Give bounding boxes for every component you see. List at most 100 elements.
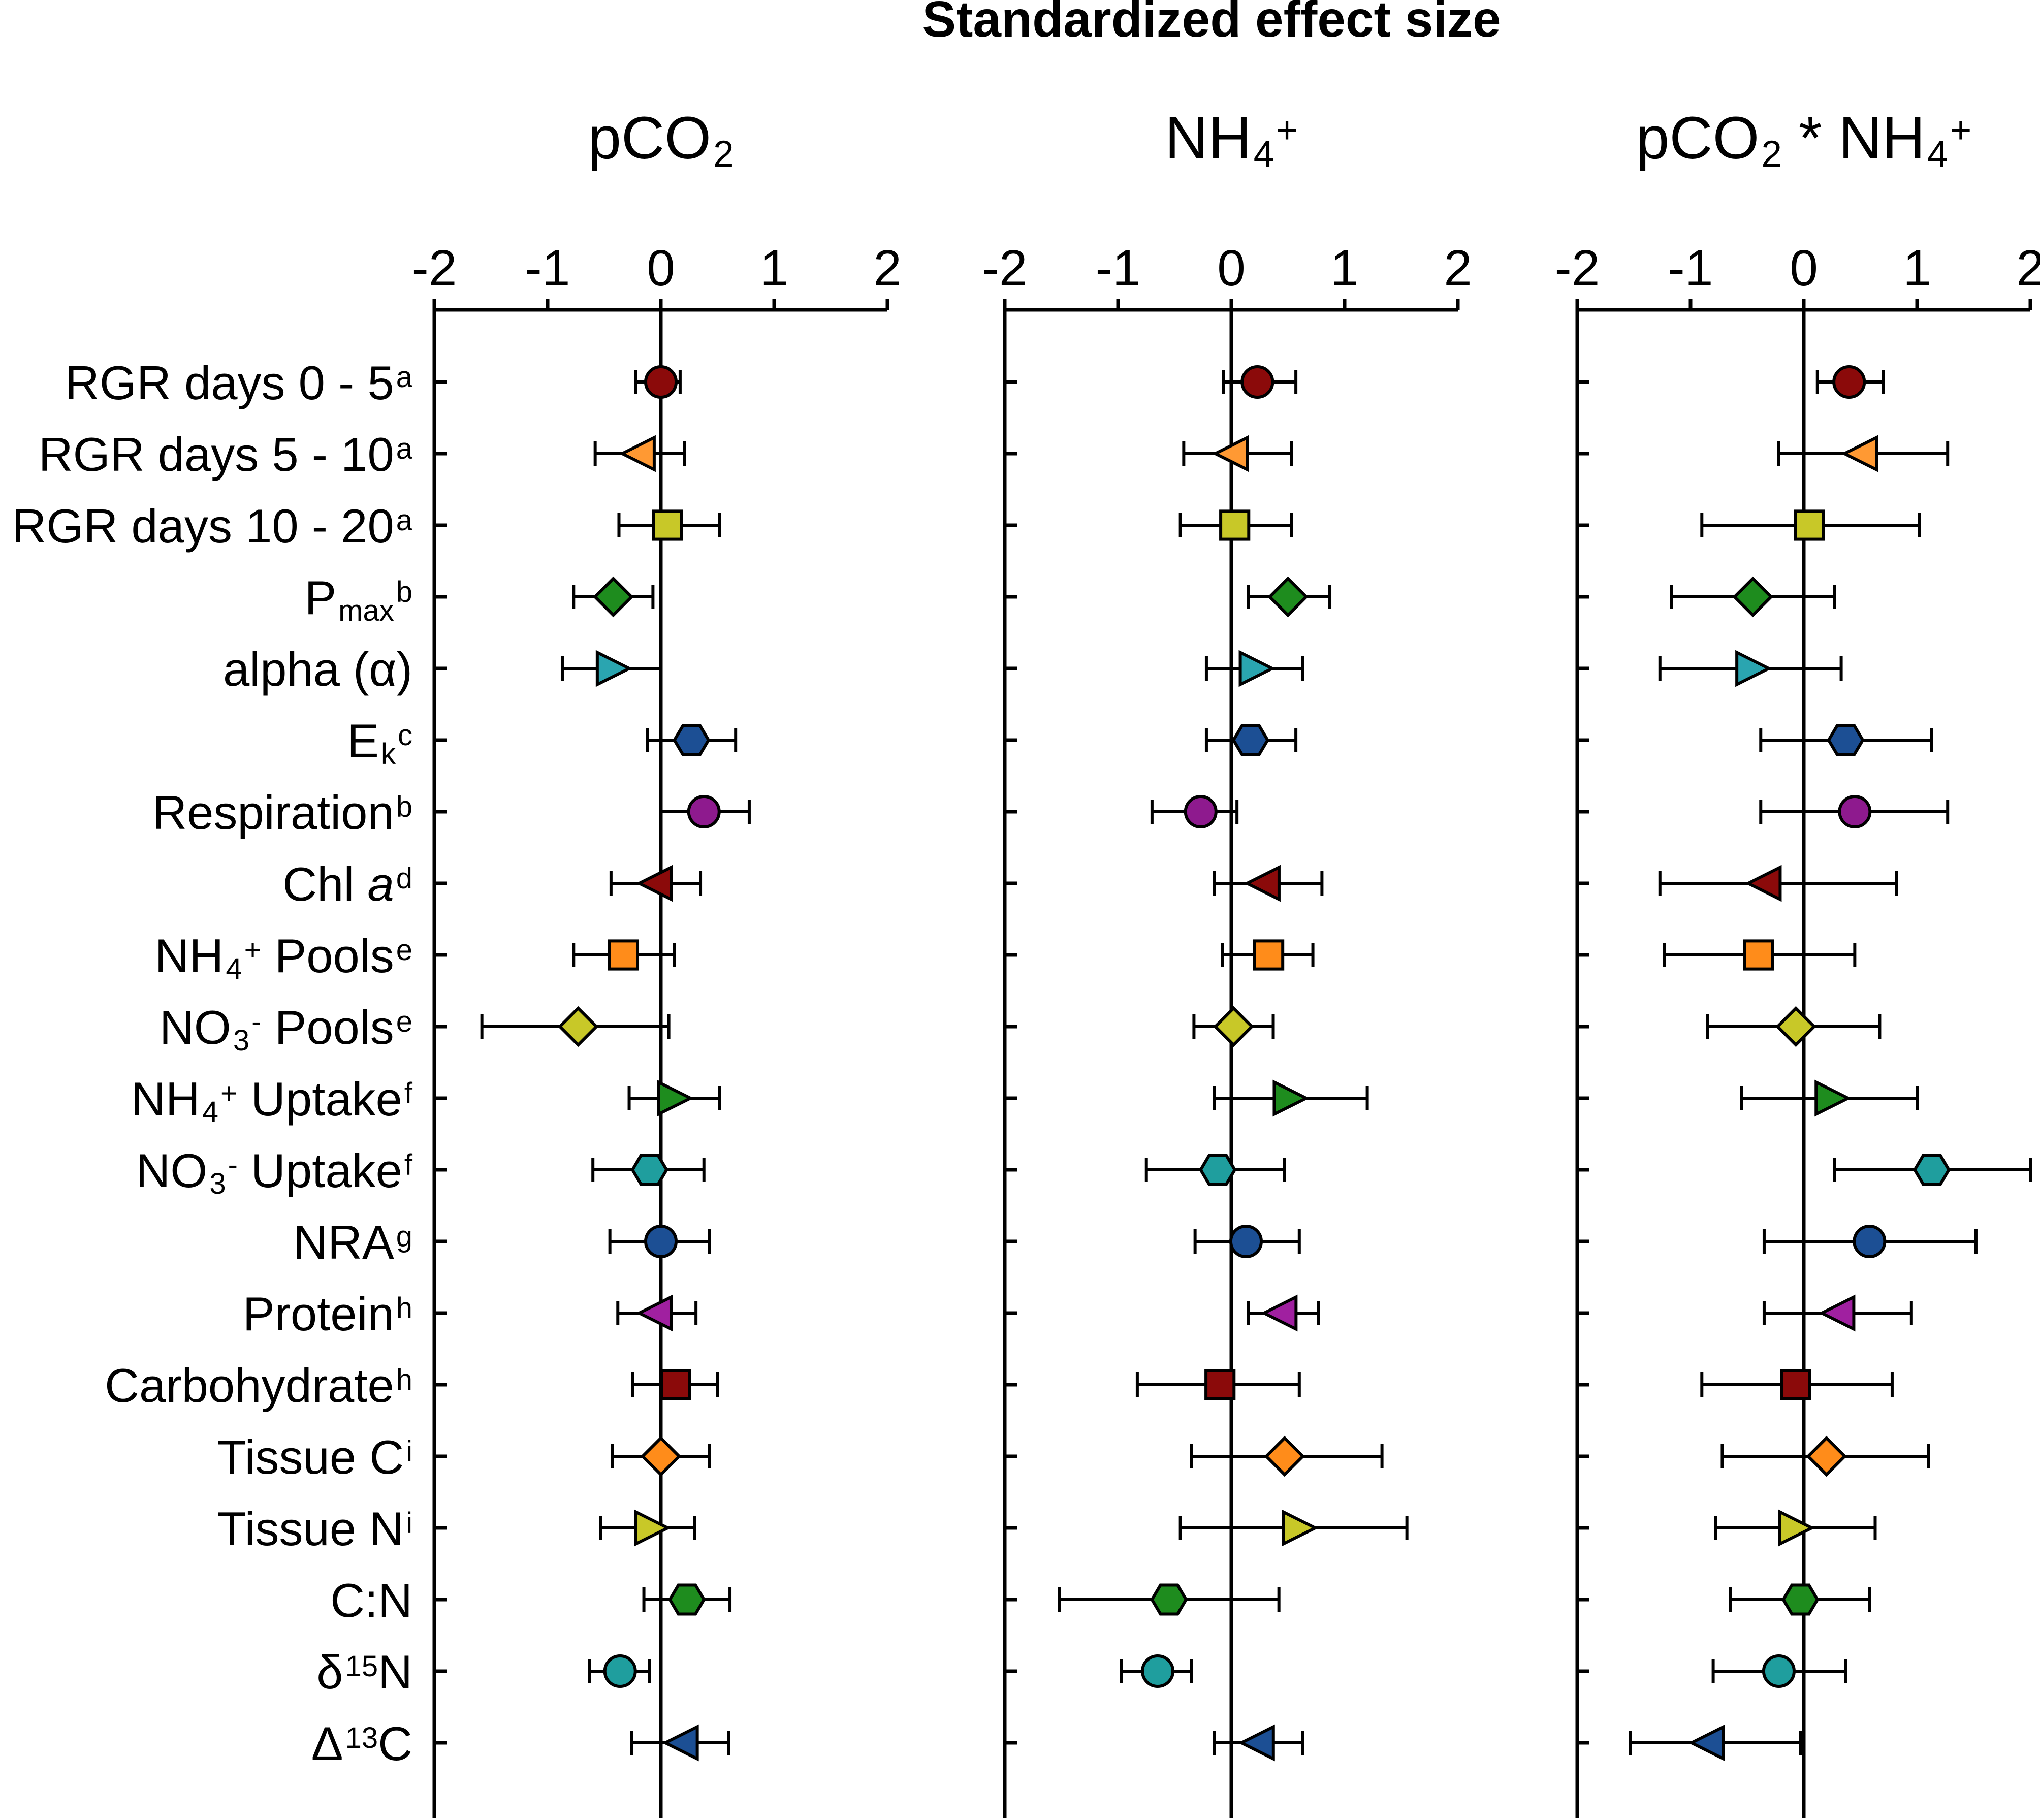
x-tick-label: 2 <box>1444 240 1472 297</box>
effect-point-marker <box>1141 1654 1175 1688</box>
text-part: i <box>406 1507 412 1540</box>
effect-point-marker <box>1744 865 1782 902</box>
effect-row <box>1204 724 1298 756</box>
effect-row <box>1222 365 1298 399</box>
row-label: Respirationb <box>152 786 412 839</box>
effect-row <box>611 1435 711 1477</box>
effect-row <box>1759 724 1933 756</box>
row-label: alpha (α) <box>223 643 412 696</box>
x-tick-label: 1 <box>760 240 788 297</box>
effect-point-marker <box>1818 1294 1856 1332</box>
text-part: E <box>347 714 379 768</box>
effect-point-marker <box>652 509 683 541</box>
text-part: b <box>396 790 412 823</box>
effect-row <box>1204 650 1304 687</box>
panel-3: pCO2 * NH4+-2 -1 0 1 2 <box>1555 105 2040 1818</box>
effect-point-marker <box>644 365 678 399</box>
panel-1: pCO2-2 -1 0 1 2 <box>412 105 902 1818</box>
effect-point-marker <box>1282 1509 1319 1547</box>
effect-point-marker <box>1240 365 1274 399</box>
text-part: 4 <box>1927 134 1948 175</box>
text-part: NH <box>131 1072 200 1126</box>
effect-point-marker <box>1267 576 1309 618</box>
effect-row <box>1714 1509 1877 1547</box>
effect-row <box>1777 435 1950 472</box>
effect-row <box>609 865 703 902</box>
text-part: Uptake <box>238 1072 402 1126</box>
text-part: NO <box>160 1001 231 1054</box>
effect-point-marker <box>1150 1583 1188 1616</box>
text-part: a <box>367 857 394 911</box>
effect-row <box>1120 1654 1193 1688</box>
text-part: NH <box>155 929 224 982</box>
effect-row <box>1729 1583 1871 1616</box>
text-part: a <box>396 361 413 394</box>
effect-row <box>1247 576 1332 618</box>
text-part: - <box>228 1148 238 1182</box>
effect-point-marker <box>1775 1006 1816 1047</box>
effect-row <box>1663 939 1857 971</box>
effect-row <box>617 509 721 541</box>
effect-point-marker <box>1688 1724 1725 1762</box>
text-part: Respiration <box>152 786 394 839</box>
text-part: NO <box>136 1144 207 1197</box>
text-part: e <box>396 1005 412 1038</box>
effect-row <box>1178 1509 1409 1547</box>
effect-row <box>1700 509 1921 541</box>
text-part: Protein <box>243 1287 394 1340</box>
effect-row <box>1629 1724 1802 1762</box>
effect-point-marker <box>1781 1583 1820 1616</box>
effect-point-marker <box>1743 939 1774 971</box>
text-part: Tissue N <box>217 1502 404 1555</box>
text-part: NH <box>1165 105 1251 172</box>
text-part: Uptake <box>238 1144 402 1197</box>
panel-title: pCO2 <box>588 105 734 175</box>
text-part: h <box>396 1292 412 1325</box>
effect-row <box>1213 1079 1369 1117</box>
text-part: + <box>220 1077 238 1110</box>
effect-point-marker <box>657 1079 694 1117</box>
text-part: + <box>1950 110 1972 151</box>
effect-row <box>1720 1435 1930 1477</box>
x-tick-label: 0 <box>647 240 675 297</box>
x-tick-label: -2 <box>1555 240 1600 297</box>
effect-point-marker <box>1219 509 1251 541</box>
effect-point-marker <box>1794 509 1825 541</box>
text-part: pCO <box>1636 105 1760 172</box>
text-part: 3 <box>209 1167 226 1200</box>
x-tick-label: -2 <box>982 240 1028 297</box>
effect-row <box>1193 1225 1301 1258</box>
x-tick-label: -1 <box>525 240 570 297</box>
effect-point-marker <box>608 939 640 971</box>
text-part: 4 <box>1254 134 1274 175</box>
text-part: 4 <box>226 952 242 985</box>
effect-row <box>1658 865 1898 902</box>
row-label: Pmaxb <box>304 571 412 627</box>
text-part: C:N <box>330 1574 412 1627</box>
effect-point-marker <box>644 1225 678 1258</box>
effect-point-marker <box>1253 939 1285 971</box>
x-tick-label: 1 <box>1330 240 1359 297</box>
effect-point-marker <box>1814 1079 1852 1117</box>
effect-row <box>659 795 751 828</box>
panel-2: NH4+ -2 -1 0 1 2 <box>982 105 1472 1818</box>
x-tick-label: 2 <box>873 240 902 297</box>
text-part: RGR days 10 - 20 <box>12 499 394 553</box>
effect-point-marker <box>635 865 673 902</box>
effect-point-marker <box>630 1154 668 1186</box>
text-part: Δ <box>311 1717 343 1770</box>
effect-row <box>634 365 682 399</box>
effect-point-marker <box>1762 1654 1796 1688</box>
effect-row <box>1833 1154 2032 1186</box>
effect-row <box>1740 1079 1919 1117</box>
text-part: a <box>396 504 413 537</box>
effect-row <box>616 1294 698 1332</box>
effect-row <box>1247 1294 1320 1332</box>
effect-point-marker <box>1912 1154 1951 1186</box>
text-part: i <box>406 1435 412 1468</box>
text-part: f <box>404 1148 413 1182</box>
text-part: Chl <box>282 857 367 911</box>
text-part: Tissue C <box>217 1430 404 1484</box>
text-part: h <box>396 1363 412 1396</box>
